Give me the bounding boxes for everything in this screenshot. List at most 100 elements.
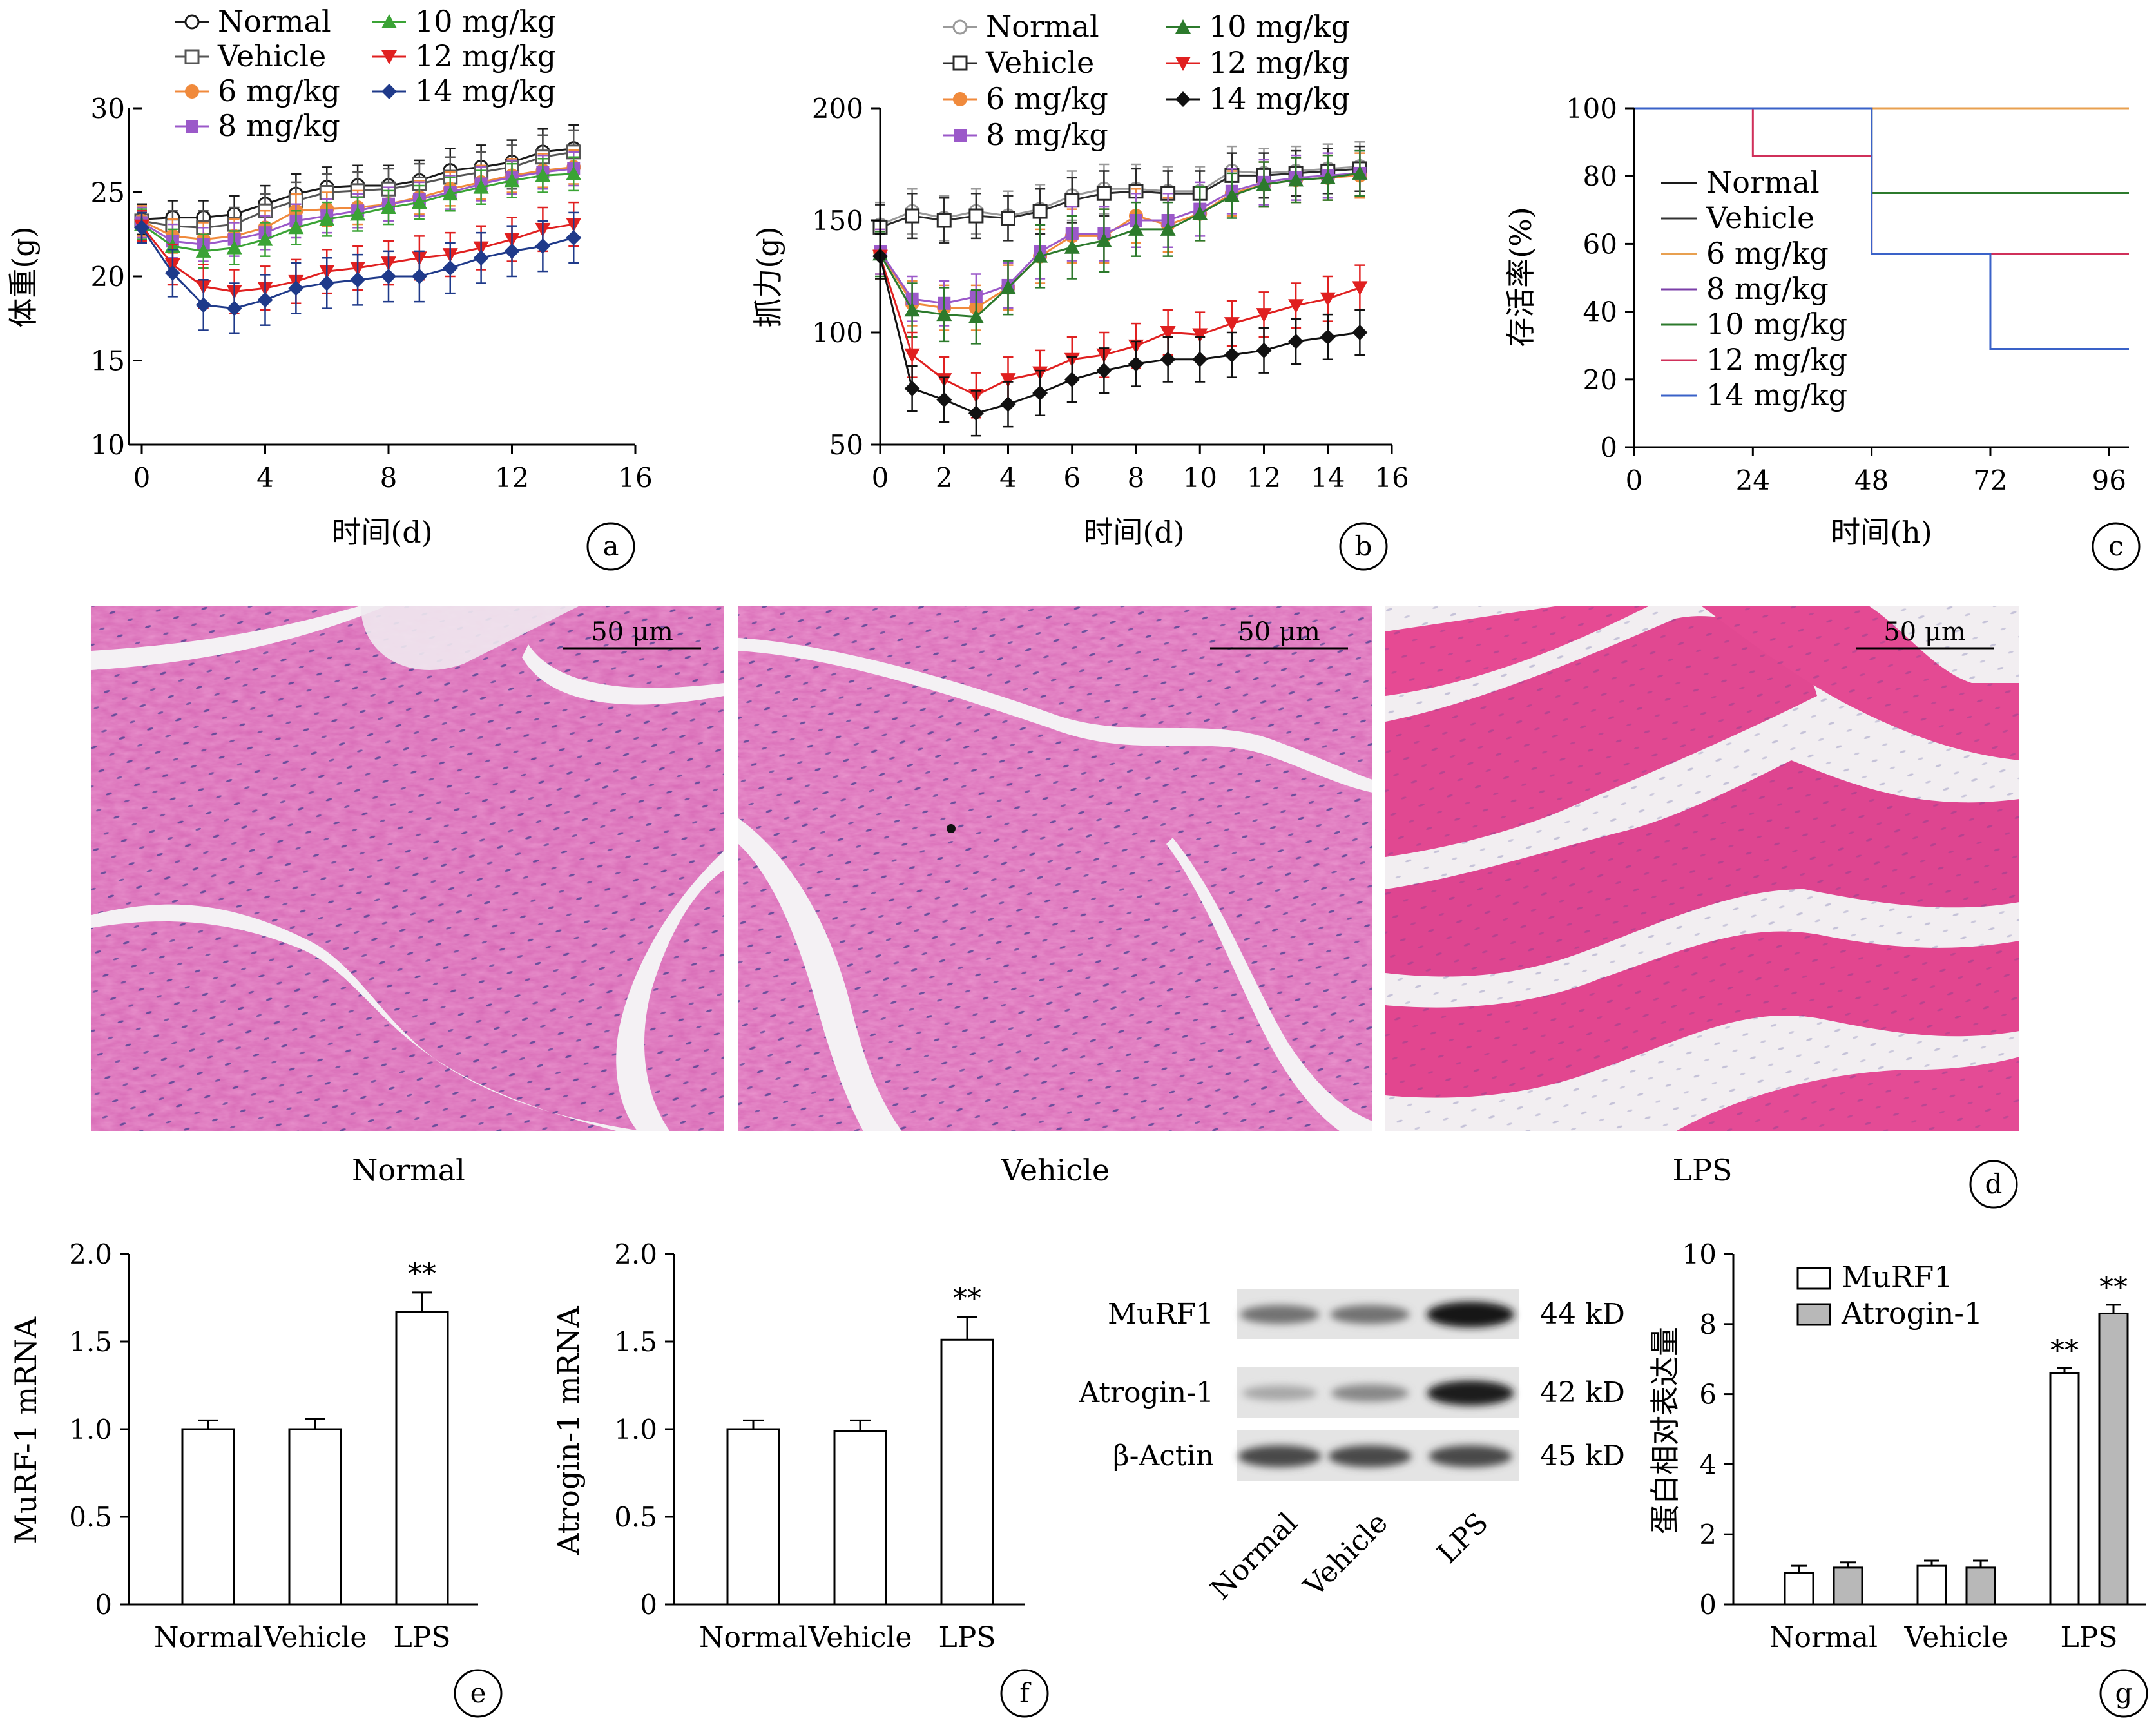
grip-y-ticks: 50 100 150 200	[812, 93, 880, 461]
protein-expression-chart: ** ** 0 2 4 6 8 10 Normal Vehicle LPS 蛋白相对表达量 Mu…	[1648, 1238, 2148, 1718]
legend-label: 10 mg/kg	[1209, 9, 1350, 44]
y-tick-label: 1.5	[614, 1326, 657, 1358]
data-point	[504, 243, 520, 259]
x-tick-label: 8	[380, 462, 398, 494]
data-point	[936, 213, 952, 228]
y-tick-label: 2.0	[69, 1238, 112, 1270]
data-point	[1288, 299, 1304, 314]
blot-band	[1427, 1302, 1514, 1327]
weight-x-label: 时间(d)	[331, 515, 432, 550]
panel-label-g: g	[2115, 1677, 2133, 1709]
legend-item: Vehicle	[943, 45, 1094, 80]
data-point	[1160, 221, 1176, 236]
y-tick-label: 150	[812, 205, 863, 236]
data-point	[257, 231, 273, 246]
legend-item: 8 mg/kg	[175, 108, 340, 143]
atrogin1-mrna-x-labels: Normal Vehicle LPS	[699, 1621, 996, 1654]
bar-vehicle	[833, 1430, 887, 1606]
weight-plot	[134, 124, 582, 334]
data-point	[1032, 248, 1048, 263]
data-point	[1192, 351, 1208, 367]
data-point	[1000, 373, 1016, 388]
legend-item: Normal	[175, 4, 331, 39]
scale-bar-label: 50 μm	[1883, 617, 1966, 647]
blot-band	[1328, 1445, 1412, 1467]
legend-label: 12 mg/kg	[1706, 342, 1847, 377]
data-point	[1096, 363, 1112, 379]
x-category-label: Vehicle	[263, 1621, 367, 1654]
scale-bar-label: 50 μm	[591, 617, 673, 647]
x-tick-label: 6	[1063, 462, 1081, 494]
blot-band	[1331, 1384, 1409, 1402]
legend-label: 10 mg/kg	[415, 4, 556, 39]
data-point	[566, 166, 582, 180]
y-tick-label: 6	[1699, 1379, 1717, 1410]
data-point	[904, 302, 920, 317]
x-category-label: Normal	[1769, 1621, 1878, 1654]
data-point	[566, 229, 582, 245]
blot-protein-label: β-Actin	[1113, 1439, 1214, 1472]
weight-y-ticks: 10 15 20 25 30	[91, 93, 142, 461]
y-tick-label: 10	[1682, 1238, 1717, 1270]
atrogin1-mrna-plot: **	[726, 1282, 994, 1606]
legend-item: 14 mg/kg	[1166, 81, 1350, 116]
y-tick-label: 60	[1583, 228, 1617, 260]
x-category-label: LPS	[394, 1621, 451, 1654]
data-point	[1064, 372, 1080, 388]
legend-label: Atrogin-1	[1841, 1296, 1983, 1331]
histology-image-vehicle	[738, 606, 1372, 1131]
histology-panel: 50 μm 50 μm 50 μm Normal Vehicle LPS d	[91, 606, 2019, 1209]
data-point	[1352, 165, 1368, 180]
atrogin1-mrna-y-ticks: 0 0.5 1.0 1.5 2.0	[614, 1238, 674, 1621]
atrogin1-mrna-y-label: Atrogin-1 mRNA	[551, 1305, 586, 1555]
legend-label: Vehicle	[1706, 200, 1814, 235]
data-point	[1224, 347, 1240, 363]
x-category-label: Normal	[154, 1621, 262, 1654]
blot-band	[1330, 1305, 1410, 1324]
x-category-label: Vehicle	[1904, 1621, 2008, 1654]
significance-mark: **	[953, 1282, 981, 1315]
weight-y-label: 体重(g)	[6, 226, 41, 327]
legend-item: 6 mg/kg	[943, 81, 1108, 116]
legend-marker	[184, 14, 200, 30]
data-point	[936, 307, 952, 322]
panel-label-d-circle	[1969, 1160, 2018, 1209]
blot-protein-label: Atrogin-1	[1078, 1376, 1214, 1409]
weight-axes	[128, 108, 635, 446]
legend-marker	[1175, 57, 1191, 71]
protein-expression-y-ticks: 0 2 4 6 8 10	[1682, 1238, 1733, 1621]
data-point	[904, 348, 920, 363]
legend-label: 12 mg/kg	[415, 39, 556, 73]
y-tick-label: 80	[1583, 160, 1617, 192]
bar-atrogin-1-normal	[1833, 1566, 1863, 1606]
murf1-mrna-plot: **	[181, 1258, 449, 1606]
data-point	[226, 300, 242, 316]
data-point	[1352, 325, 1368, 340]
y-tick-label: 4	[1699, 1449, 1717, 1480]
x-tick-label: 0	[133, 462, 151, 494]
data-point	[535, 238, 551, 255]
murf1-mrna-y-label: MuRF-1 mRNA	[8, 1316, 43, 1544]
significance-mark: **	[2099, 1271, 2128, 1304]
data-point	[473, 250, 489, 266]
protein-expression-plot: ** **	[1784, 1271, 2129, 1606]
data-point	[1320, 169, 1336, 184]
y-tick-label: 2.0	[614, 1238, 657, 1270]
legend-label: Vehicle	[985, 45, 1094, 80]
data-point	[1320, 292, 1336, 307]
data-point	[1256, 308, 1272, 323]
legend-marker	[952, 19, 968, 35]
data-point	[381, 269, 396, 284]
y-tick-label: 10	[91, 429, 125, 461]
legend-item: 12 mg/kg	[372, 39, 556, 73]
series-line	[879, 256, 1360, 414]
bar-murf1-normal	[1784, 1572, 1814, 1606]
data-point	[442, 260, 458, 276]
y-tick-label: 50	[829, 429, 863, 461]
data-point	[968, 208, 984, 224]
legend-item: 6 mg/kg	[1661, 236, 1829, 271]
bar-atrogin-1-vehicle	[1965, 1566, 1996, 1606]
legend-item: Normal	[943, 9, 1099, 44]
legend-label: Normal	[218, 4, 331, 39]
